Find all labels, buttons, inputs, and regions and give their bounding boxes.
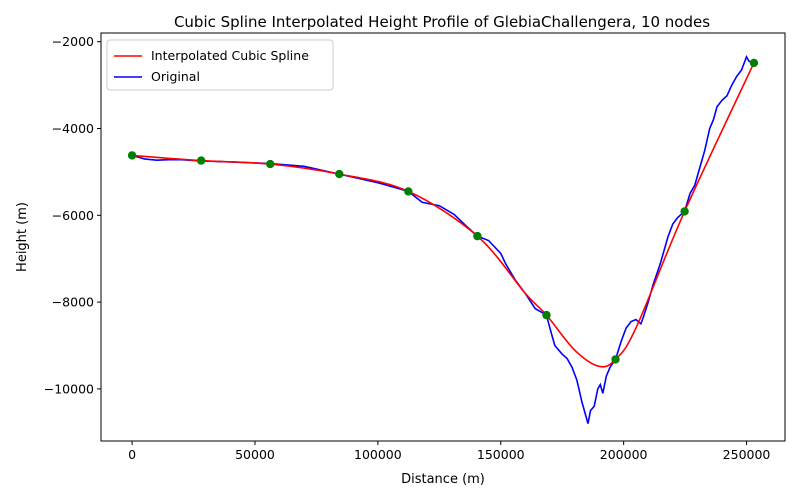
y-axis-ticks: −10000 −8000 −6000 −4000 −2000 <box>44 34 101 396</box>
y-tick-label: −8000 <box>52 295 94 310</box>
node-point <box>611 355 620 364</box>
legend-box <box>106 39 334 91</box>
legend-label-original: Original <box>151 69 200 84</box>
y-tick-label: −2000 <box>52 34 94 49</box>
x-tick-label: 100000 <box>354 447 402 462</box>
y-tick-label: −4000 <box>52 121 94 136</box>
node-point <box>335 169 344 179</box>
y-axis-label: Height (m) <box>15 202 30 272</box>
x-tick-label: 0 <box>128 447 136 462</box>
x-axis-ticks: 0 50000 100000 150000 200000 250000 <box>128 441 770 462</box>
plot-area <box>101 33 785 441</box>
x-tick-label: 200000 <box>600 447 648 462</box>
node-point <box>473 231 482 241</box>
x-axis-label: Distance (m) <box>401 472 485 487</box>
node-point <box>196 156 206 165</box>
x-tick-label: 50000 <box>235 447 275 462</box>
node-point <box>266 159 275 169</box>
node-point <box>749 58 759 68</box>
chart-title: Cubic Spline Interpolated Height Profile… <box>174 13 710 31</box>
y-tick-label: −6000 <box>52 208 94 223</box>
node-point <box>404 187 413 196</box>
plot-frame <box>100 32 786 442</box>
x-tick-label: 250000 <box>723 447 771 462</box>
node-point <box>542 310 551 320</box>
original-series-line <box>131 55 755 424</box>
legend-label-spline: Interpolated Cubic Spline <box>151 48 309 63</box>
y-tick-label: −10000 <box>44 381 94 396</box>
node-point <box>680 207 689 216</box>
x-tick-label: 150000 <box>477 447 525 462</box>
spline-series-line <box>132 62 755 368</box>
legend: Interpolated Cubic Spline Original <box>106 39 334 91</box>
node-point <box>127 151 137 160</box>
node-points <box>127 58 759 364</box>
